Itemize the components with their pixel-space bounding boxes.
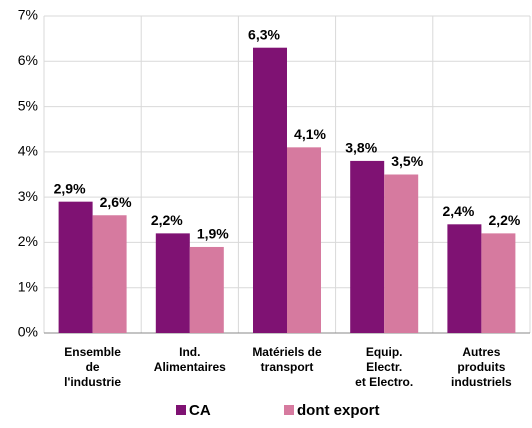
y-tick-label: 5% <box>18 97 38 113</box>
value-label: 3,5% <box>391 153 423 169</box>
y-tick-label: 1% <box>18 278 38 294</box>
x-tick-label: Matériels de transport <box>252 345 322 374</box>
x-tick-label: Ensemble de l'industrie <box>64 345 122 389</box>
value-label: 4,1% <box>294 126 326 142</box>
value-label: 2,2% <box>488 212 520 228</box>
bar <box>92 215 127 333</box>
bar <box>253 47 287 333</box>
legend-swatch <box>176 405 186 415</box>
value-label: 2,9% <box>54 180 86 196</box>
x-tick-label: Equip. Electr. et Electro. <box>355 345 414 389</box>
value-label: 3,8% <box>345 140 377 156</box>
bar <box>481 233 516 333</box>
bar <box>447 224 482 333</box>
legend-label: dont export <box>297 402 380 419</box>
value-label: 2,2% <box>151 212 183 228</box>
legend-label: CA <box>189 402 211 419</box>
value-label: 2,4% <box>442 203 474 219</box>
y-tick-label: 6% <box>18 52 38 68</box>
legend-swatch <box>284 405 294 415</box>
y-tick-label: 3% <box>18 188 38 204</box>
bar <box>189 246 224 333</box>
value-label: 6,3% <box>248 26 280 42</box>
bar <box>58 201 93 333</box>
y-tick-label: 0% <box>18 324 38 340</box>
y-tick-label: 4% <box>18 143 38 159</box>
bar <box>384 174 419 333</box>
y-tick-label: 7% <box>18 7 38 23</box>
bar <box>155 233 190 333</box>
bar <box>287 147 321 333</box>
bar <box>350 160 385 333</box>
y-tick-label: 2% <box>18 233 38 249</box>
x-tick-label: Ind. Alimentaires <box>153 345 226 374</box>
x-tick-label: Autres produits industriels <box>451 345 512 389</box>
value-label: 1,9% <box>197 226 229 242</box>
value-label: 2,6% <box>100 194 132 210</box>
